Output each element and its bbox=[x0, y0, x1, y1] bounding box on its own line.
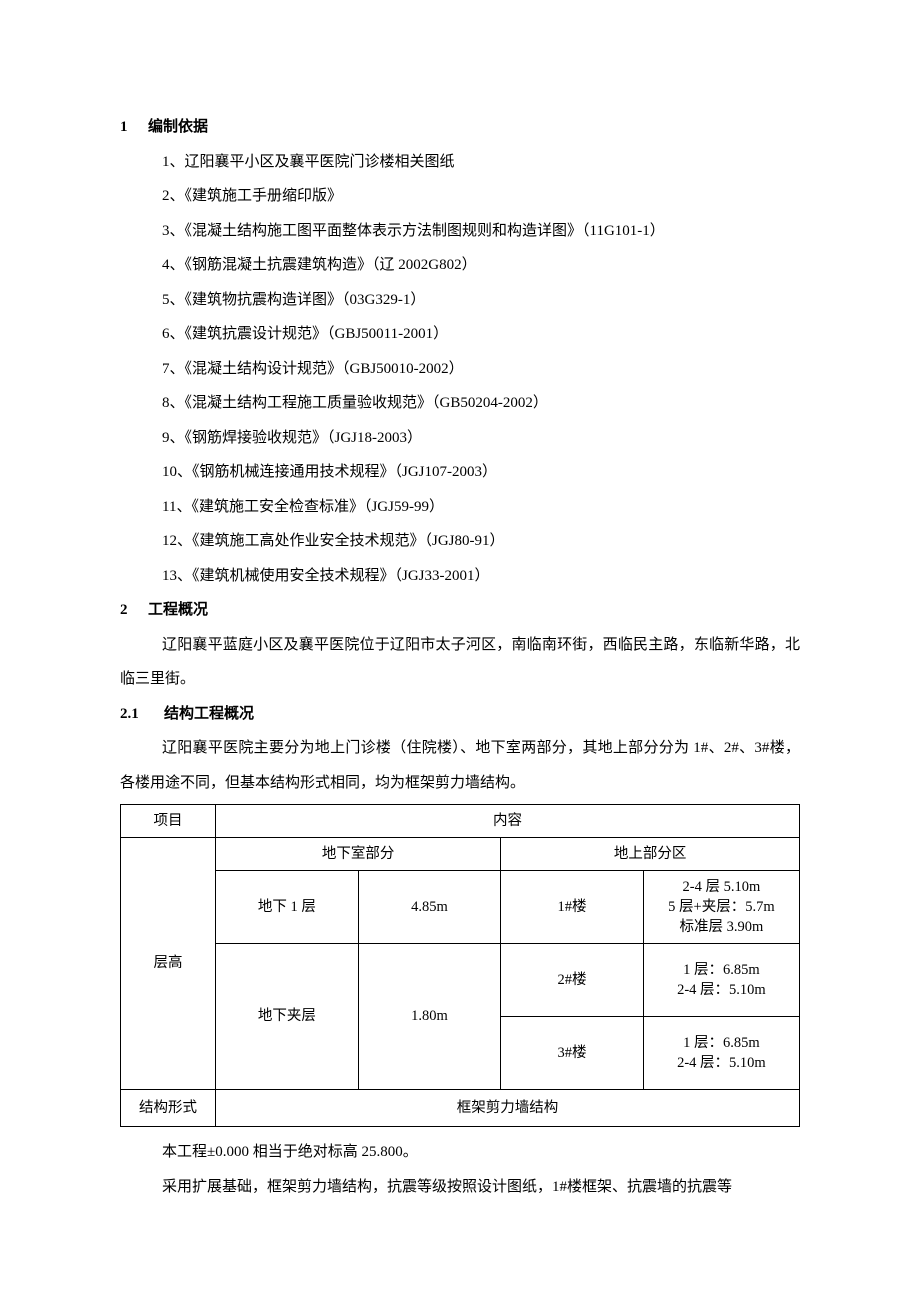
ug2-name: 地下夹层 bbox=[216, 944, 359, 1090]
tail-p2: 采用扩展基础，框架剪力墙结构，抗震等级按照设计图纸，1#楼框架、抗震墙的抗震等 bbox=[120, 1170, 800, 1205]
section-2-1-heading: 2.1结构工程概况 bbox=[120, 697, 800, 732]
b2-name: 2#楼 bbox=[501, 944, 644, 1017]
list-item: 8、《混凝土结构工程施工质量验收规范》（GB50204-2002） bbox=[120, 386, 800, 421]
list-item: 2、《建筑施工手册缩印版》 bbox=[120, 179, 800, 214]
ug1-val: 4.85m bbox=[358, 871, 501, 944]
structure-table: 项目 内容 层高 地下室部分 地上部分区 地下 1 层 4.85m 1#楼 2-… bbox=[120, 804, 800, 1127]
section-2-number: 2 bbox=[120, 593, 148, 628]
list-item: 6、《建筑抗震设计规范》（GBJ50011-2001） bbox=[120, 317, 800, 352]
th-content: 内容 bbox=[216, 805, 800, 838]
row-struct-label: 结构形式 bbox=[121, 1090, 216, 1127]
section-1-number: 1 bbox=[120, 110, 148, 145]
list-item: 7、《混凝土结构设计规范》（GBJ50010-2002） bbox=[120, 352, 800, 387]
ug2-val: 1.80m bbox=[358, 944, 501, 1090]
sub-underground: 地下室部分 bbox=[216, 838, 501, 871]
b1-val: 2-4 层 5.10m5 层+夹层：5.7m标准层 3.90m bbox=[643, 871, 799, 944]
b1-name: 1#楼 bbox=[501, 871, 644, 944]
section-2-1-number: 2.1 bbox=[120, 697, 164, 732]
section-1-title: 编制依据 bbox=[148, 119, 208, 135]
row-struct-val: 框架剪力墙结构 bbox=[216, 1090, 800, 1127]
section-2-1-title: 结构工程概况 bbox=[164, 706, 254, 722]
list-item: 5、《建筑物抗震构造详图》（03G329-1） bbox=[120, 283, 800, 318]
section-2-heading: 2工程概况 bbox=[120, 593, 800, 628]
sub-above: 地上部分区 bbox=[501, 838, 800, 871]
list-item: 11、《建筑施工安全检查标准》（JGJ59-99） bbox=[120, 490, 800, 525]
section-1-heading: 1编制依据 bbox=[120, 110, 800, 145]
section-2-1-paragraph: 辽阳襄平医院主要分为地上门诊楼（住院楼）、地下室两部分，其地上部分分为 1#、2… bbox=[120, 731, 800, 800]
row-height-label: 层高 bbox=[121, 838, 216, 1090]
b2-val: 1 层：6.85m2-4 层：5.10m bbox=[643, 944, 799, 1017]
tail-p1: 本工程±0.000 相当于绝对标高 25.800。 bbox=[120, 1135, 800, 1170]
document-page: 1编制依据 1、辽阳襄平小区及襄平医院门诊楼相关图纸 2、《建筑施工手册缩印版》… bbox=[0, 0, 920, 1302]
th-project: 项目 bbox=[121, 805, 216, 838]
list-item: 4、《钢筋混凝土抗震建筑构造》（辽 2002G802） bbox=[120, 248, 800, 283]
list-item: 9、《钢筋焊接验收规范》（JGJ18-2003） bbox=[120, 421, 800, 456]
b3-val: 1 层：6.85m2-4 层：5.10m bbox=[643, 1017, 799, 1090]
list-item: 10、《钢筋机械连接通用技术规程》（JGJ107-2003） bbox=[120, 455, 800, 490]
ug1-name: 地下 1 层 bbox=[216, 871, 359, 944]
list-item: 1、辽阳襄平小区及襄平医院门诊楼相关图纸 bbox=[120, 145, 800, 180]
list-item: 13、《建筑机械使用安全技术规程》（JGJ33-2001） bbox=[120, 559, 800, 594]
section-2-paragraph: 辽阳襄平蓝庭小区及襄平医院位于辽阳市太子河区，南临南环街，西临民主路，东临新华路… bbox=[120, 628, 800, 697]
list-item: 3、《混凝土结构施工图平面整体表示方法制图规则和构造详图》（11G101-1） bbox=[120, 214, 800, 249]
list-item: 12、《建筑施工高处作业安全技术规范》（JGJ80-91） bbox=[120, 524, 800, 559]
section-2-title: 工程概况 bbox=[148, 602, 208, 618]
b3-name: 3#楼 bbox=[501, 1017, 644, 1090]
